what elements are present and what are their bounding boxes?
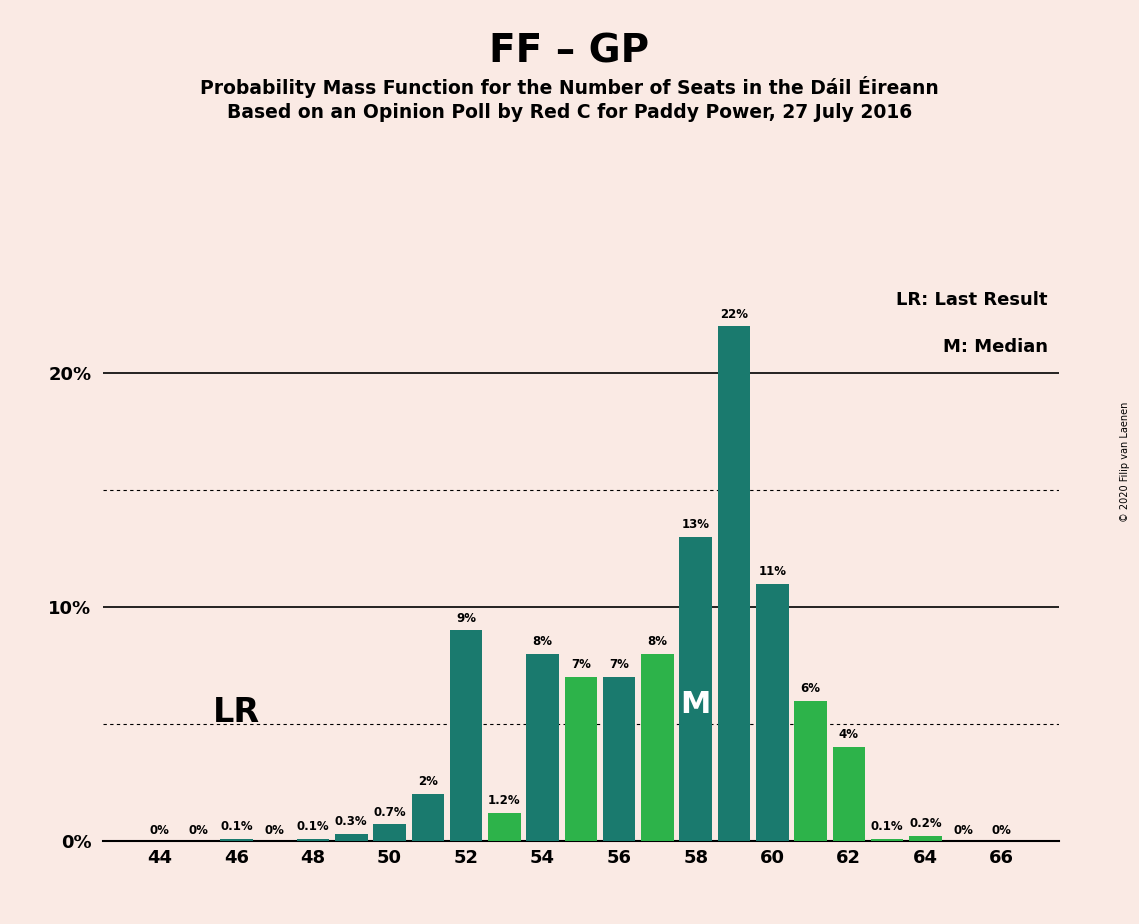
Text: LR: LR [213,696,260,729]
Bar [450,630,482,841]
Text: 22%: 22% [720,308,748,321]
Text: 7%: 7% [609,658,629,672]
Text: © 2020 Filip van Laenen: © 2020 Filip van Laenen [1121,402,1130,522]
Text: M: Median: M: Median [943,338,1048,356]
Bar [680,537,712,841]
Text: LR: Last Result: LR: Last Result [896,291,1048,310]
Bar [756,584,788,841]
Text: 0.7%: 0.7% [374,806,405,819]
Bar [411,794,444,841]
Text: 0.1%: 0.1% [870,820,903,833]
Bar [718,326,751,841]
Bar [871,838,903,841]
Bar [489,813,521,841]
Text: 11%: 11% [759,565,786,578]
Bar [909,836,942,841]
Text: 7%: 7% [571,658,591,672]
Text: 8%: 8% [533,635,552,648]
Bar [565,677,597,841]
Bar [526,654,559,841]
Text: Based on an Opinion Poll by Red C for Paddy Power, 27 July 2016: Based on an Opinion Poll by Red C for Pa… [227,103,912,123]
Bar [794,700,827,841]
Text: 2%: 2% [418,775,437,788]
Bar [641,654,673,841]
Text: 0%: 0% [992,824,1011,837]
Text: 8%: 8% [647,635,667,648]
Bar [297,838,329,841]
Text: M: M [680,689,711,719]
Text: 0%: 0% [188,824,208,837]
Bar [603,677,636,841]
Bar [335,833,368,841]
Text: 0.1%: 0.1% [220,820,253,833]
Text: 0%: 0% [150,824,170,837]
Bar [220,838,253,841]
Text: Probability Mass Function for the Number of Seats in the Dáil Éireann: Probability Mass Function for the Number… [200,76,939,98]
Text: 9%: 9% [456,612,476,625]
Text: 4%: 4% [838,728,859,741]
Text: 13%: 13% [682,518,710,531]
Bar [374,824,405,841]
Text: 0%: 0% [264,824,285,837]
Bar [833,748,865,841]
Text: 0.3%: 0.3% [335,815,368,828]
Text: FF – GP: FF – GP [490,32,649,70]
Text: 1.2%: 1.2% [487,794,521,807]
Text: 0%: 0% [953,824,974,837]
Text: 6%: 6% [801,682,820,695]
Text: 0.1%: 0.1% [296,820,329,833]
Text: 0.2%: 0.2% [909,818,942,831]
